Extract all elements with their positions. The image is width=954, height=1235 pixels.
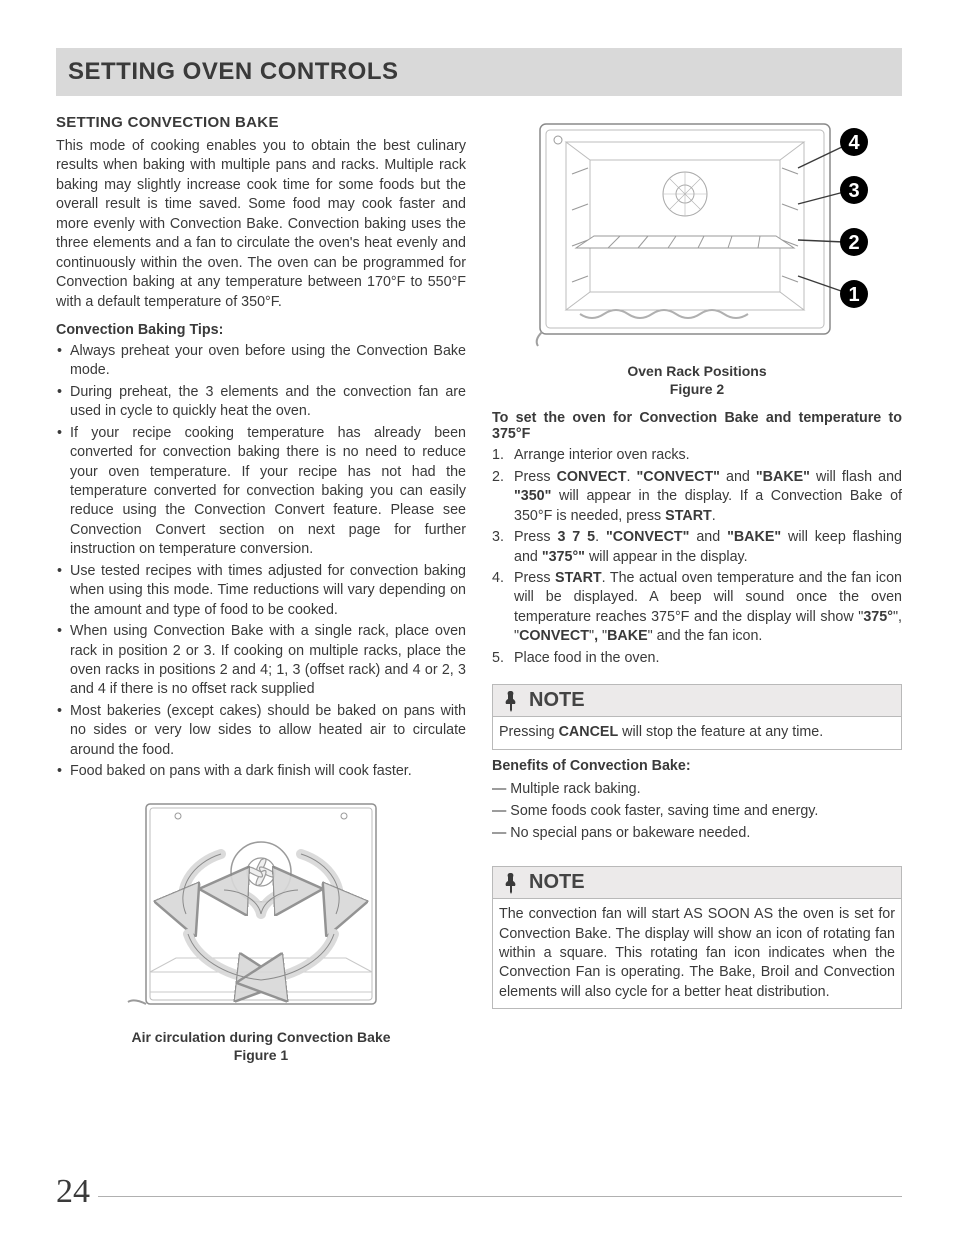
- section-heading: SETTING CONVECTION BAKE: [56, 114, 466, 131]
- title-bar: SETTING OVEN CONTROLS: [56, 48, 902, 96]
- benefits-heading: Benefits of Convection Bake:: [492, 758, 902, 774]
- note-title: NOTE: [529, 871, 585, 894]
- tip-item: During preheat, the 3 elements and the c…: [56, 383, 466, 422]
- note-body: The convection fan will start AS SOON AS…: [493, 899, 901, 1008]
- tip-item: If your recipe cooking temperature has a…: [56, 424, 466, 560]
- tip-item: Always preheat your oven before using th…: [56, 342, 466, 381]
- benefit-item: Multiple rack baking.: [492, 778, 902, 800]
- step-item: Press START. The actual oven temperature…: [492, 569, 902, 647]
- air-circulation-diagram-icon: [116, 794, 406, 1022]
- benefits-list: Multiple rack baking. Some foods cook fa…: [492, 778, 902, 844]
- rack-badge-label: 2: [848, 232, 859, 254]
- figure-1: Air circulation during Convection Bake F…: [56, 794, 466, 1064]
- figure-1-caption-line2: Figure 1: [234, 1047, 288, 1063]
- left-column: SETTING CONVECTION BAKE This mode of coo…: [56, 114, 466, 1064]
- tips-heading: Convection Baking Tips:: [56, 322, 466, 338]
- two-column-layout: SETTING CONVECTION BAKE This mode of coo…: [56, 114, 902, 1064]
- page-number: 24: [56, 1173, 90, 1211]
- figure-2-caption: Oven Rack Positions Figure 2: [492, 362, 902, 398]
- step-item: Press 3 7 5. "CONVECT" and "BAKE" will k…: [492, 528, 902, 567]
- note-title: NOTE: [529, 689, 585, 712]
- figure-2: 4 3 2 1 Oven Rack Positions Figure 2: [492, 114, 902, 398]
- rack-badge-label: 1: [848, 284, 859, 306]
- benefit-item: No special pans or bakeware needed.: [492, 822, 902, 844]
- figure-1-caption: Air circulation during Convection Bake F…: [56, 1028, 466, 1064]
- rack-badge-label: 3: [848, 180, 859, 202]
- note-box-1: NOTE Pressing CANCEL will stop the featu…: [492, 684, 902, 749]
- tip-item: Most bakeries (except cakes) should be b…: [56, 702, 466, 760]
- figure-2-caption-line1: Oven Rack Positions: [627, 363, 766, 379]
- oven-rack-diagram-icon: 4 3 2 1: [518, 114, 876, 356]
- tips-list: Always preheat your oven before using th…: [56, 342, 466, 782]
- step-item: Arrange interior oven racks.: [492, 446, 902, 465]
- steps-list: Arrange interior oven racks. Press CONVE…: [492, 446, 902, 668]
- step-item: Place food in the oven.: [492, 649, 902, 668]
- note-header: NOTE: [493, 867, 901, 899]
- pushpin-icon: [501, 872, 521, 894]
- note-box-2: NOTE The convection fan will start AS SO…: [492, 866, 902, 1009]
- tip-item: Use tested recipes with times adjusted f…: [56, 562, 466, 620]
- pushpin-icon: [501, 690, 521, 712]
- tip-item: When using Convection Bake with a single…: [56, 622, 466, 700]
- page-title: SETTING OVEN CONTROLS: [68, 58, 890, 86]
- right-column: 4 3 2 1 Oven Rack Positions Figure 2 To …: [492, 114, 902, 1064]
- page-footer-rule: [98, 1196, 902, 1197]
- figure-1-caption-line1: Air circulation during Convection Bake: [131, 1029, 390, 1045]
- rack-badge-label: 4: [848, 132, 860, 154]
- instructions-heading: To set the oven for Convection Bake and …: [492, 410, 902, 442]
- tip-item: Food baked on pans with a dark finish wi…: [56, 762, 466, 781]
- intro-paragraph: This mode of cooking enables you to obta…: [56, 137, 466, 312]
- figure-2-caption-line2: Figure 2: [670, 381, 724, 397]
- benefit-item: Some foods cook faster, saving time and …: [492, 800, 902, 822]
- note-body: Pressing CANCEL will stop the feature at…: [493, 717, 901, 748]
- step-item: Press CONVECT. "CONVECT" and "BAKE" will…: [492, 468, 902, 526]
- note-header: NOTE: [493, 685, 901, 717]
